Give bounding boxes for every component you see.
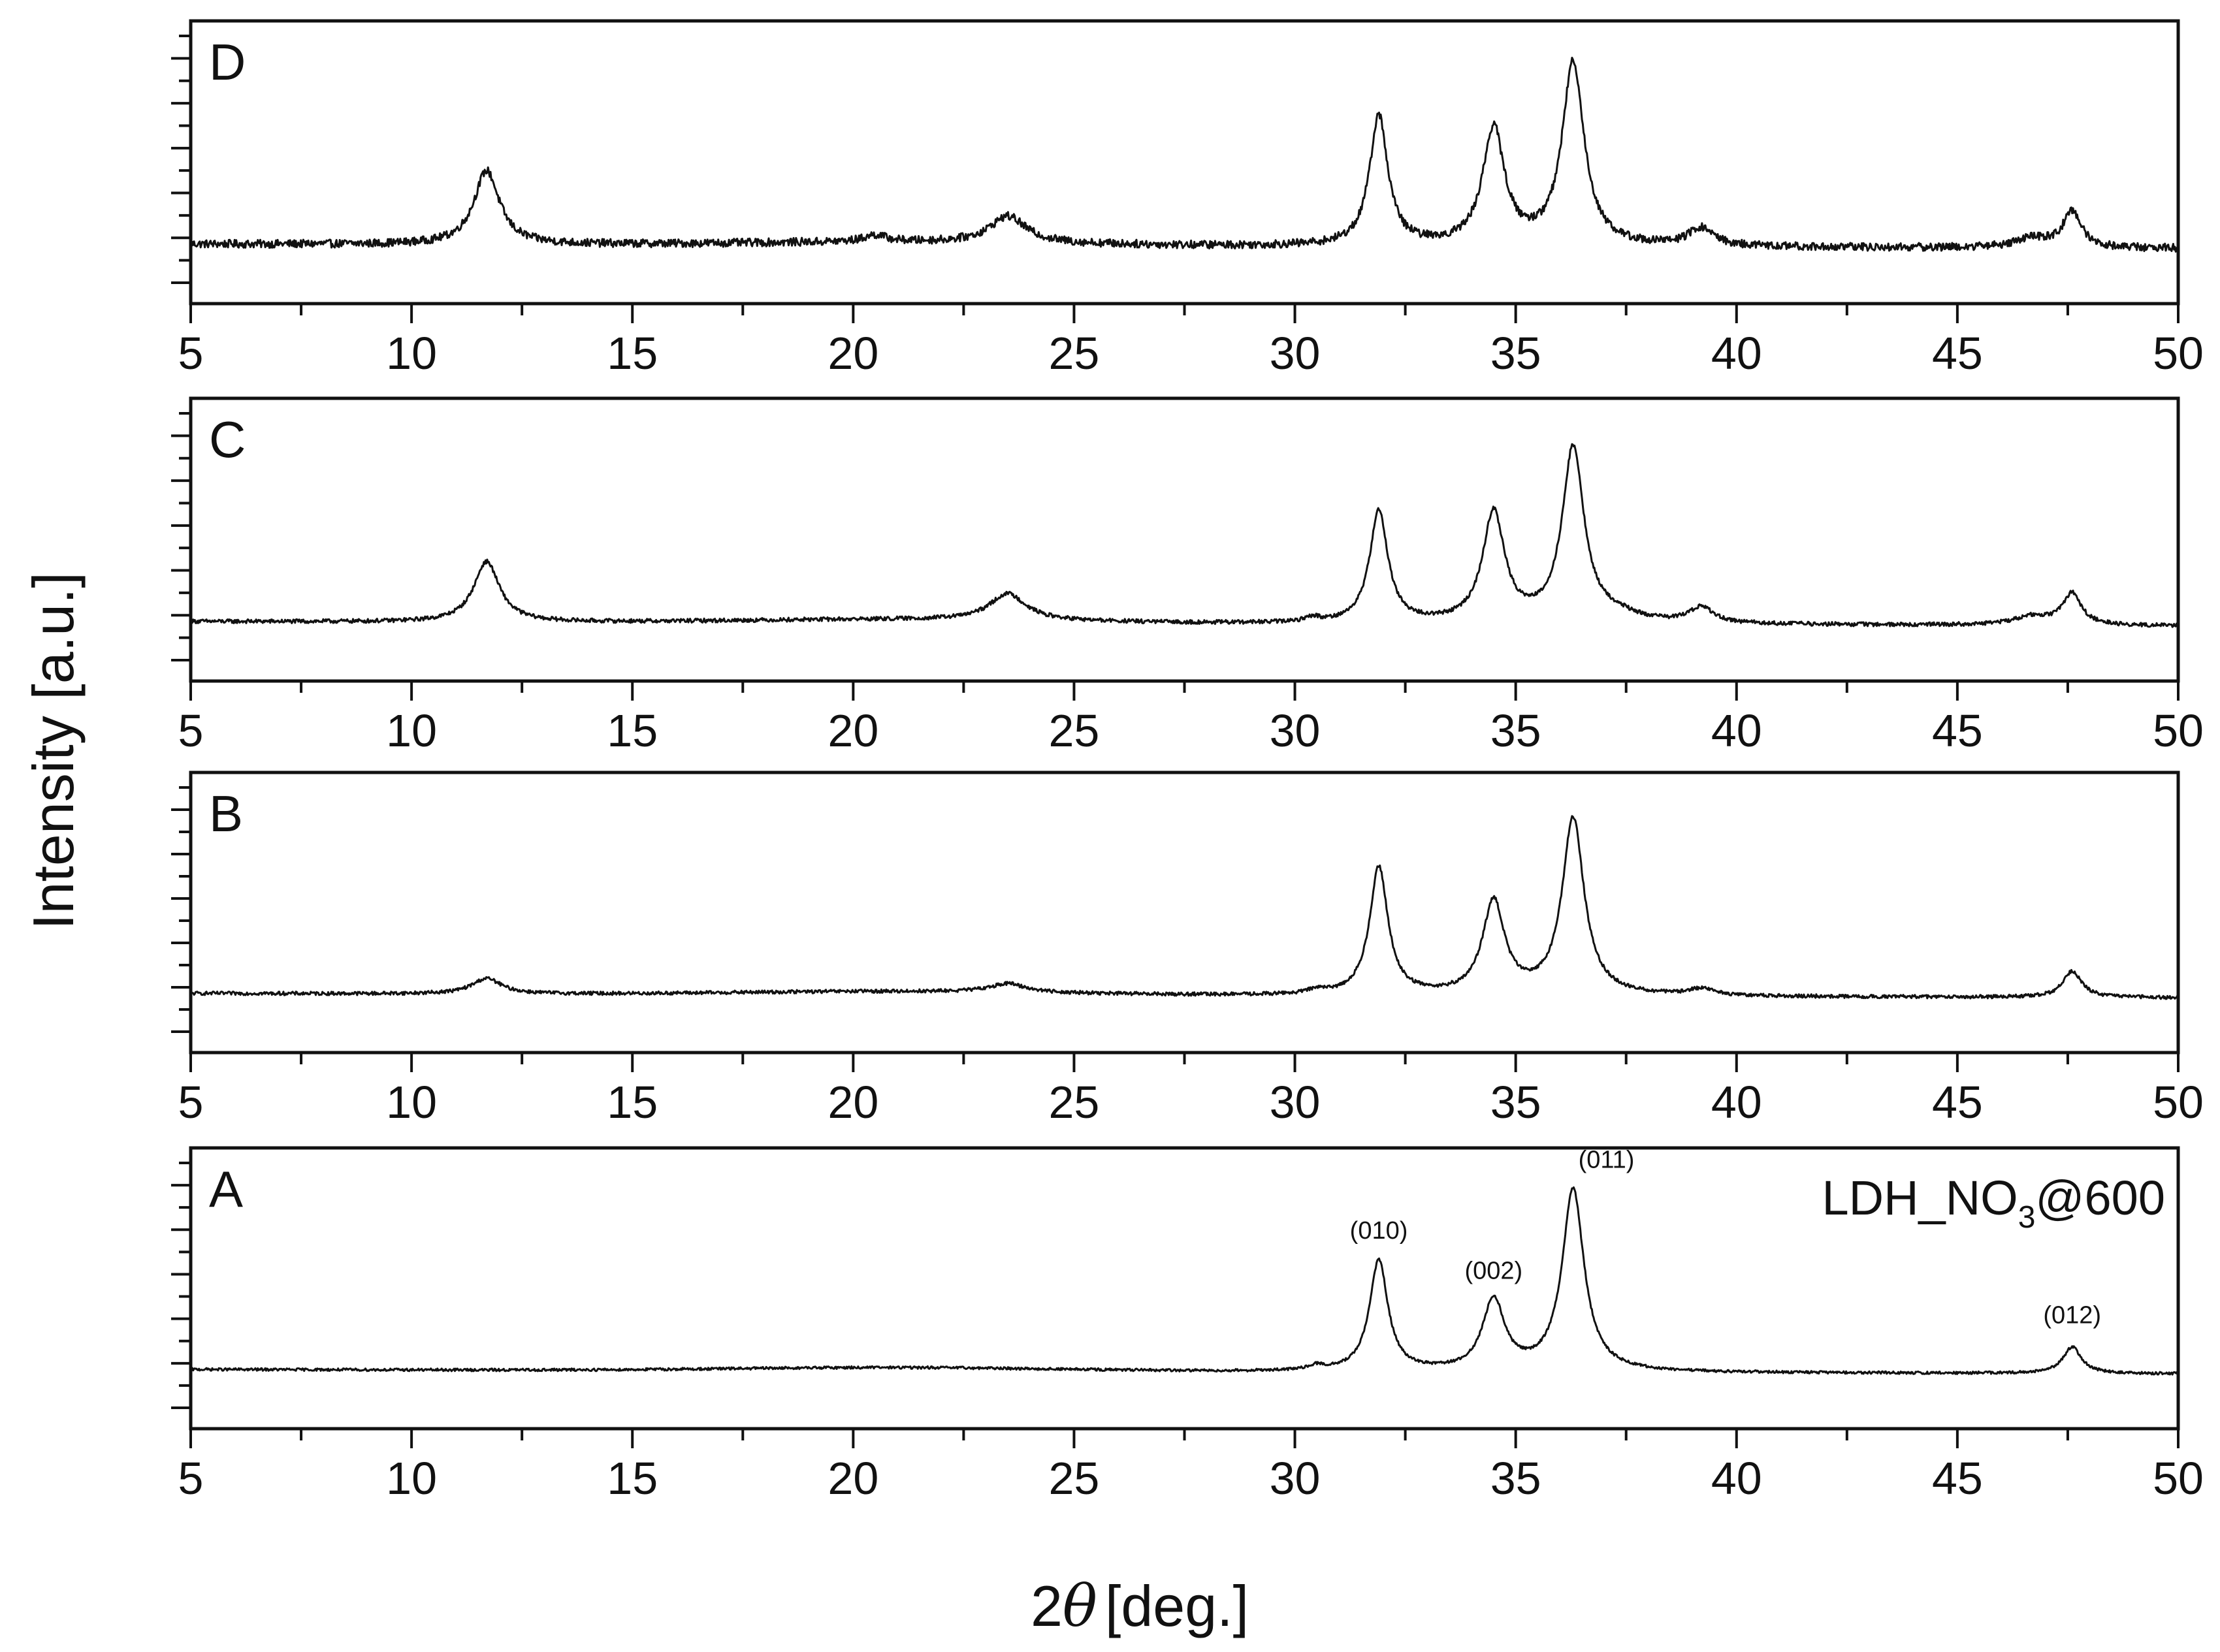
x-tick-label: 40: [1711, 705, 1762, 756]
x-tick-label: 15: [607, 705, 658, 756]
x-tick-label: 5: [178, 705, 204, 756]
x-tick-label: 15: [607, 328, 658, 379]
panel-a: 5 10 15 20 25 30 35 40 45 50 A (010) (002) (011) (012): [171, 1146, 2204, 1504]
x-tick-label: 50: [2153, 328, 2204, 379]
x-tick-label: 5: [178, 1077, 204, 1128]
xrd-trace-d: [189, 56, 2180, 253]
peak-label: (012): [2043, 1301, 2101, 1329]
panel-label: C: [209, 411, 246, 468]
x-tick-label: 45: [1932, 1077, 1983, 1128]
x-tick-label: 25: [1049, 1077, 1100, 1128]
x-axis-label-symbol: θ: [1063, 1572, 1097, 1640]
sample-label-main: LDH_NO: [1822, 1171, 2018, 1225]
x-tick-label: 40: [1711, 328, 1762, 379]
x-tick-label: 20: [828, 328, 878, 379]
x-tick-label: 30: [1270, 1077, 1321, 1128]
y-axis-label: Intensity [a.u.]: [21, 572, 86, 930]
x-tick-label: 20: [828, 705, 878, 756]
x-tick-label: 35: [1490, 705, 1541, 756]
x-tick-label: 30: [1270, 1453, 1321, 1504]
x-tick-label: 5: [178, 328, 204, 379]
peak-label: (010): [1350, 1217, 1408, 1245]
panel-c: 5 10 15 20 25 30 35 40 45 50 C: [171, 396, 2204, 756]
x-axis-label: 2θ [deg.]: [1031, 1572, 1249, 1640]
x-tick-label: 25: [1049, 705, 1100, 756]
x-tick-label: 20: [828, 1077, 878, 1128]
x-tick-label: 50: [2153, 705, 2204, 756]
x-tick-label: 30: [1270, 328, 1321, 379]
sample-label-sub: 3: [2018, 1200, 2036, 1235]
panel-d: 5 10 15 20 25 30 35 40 45 50 D: [171, 19, 2204, 379]
x-tick-label: 35: [1490, 1453, 1541, 1504]
x-tick-label: 5: [178, 1453, 204, 1504]
x-axis-label-unit: [deg.]: [1105, 1574, 1249, 1638]
panel-label: A: [209, 1160, 243, 1218]
x-tick-label: 40: [1711, 1453, 1762, 1504]
x-tick-label: 45: [1932, 328, 1983, 379]
panel-label: D: [209, 33, 246, 91]
panel-label: B: [209, 785, 243, 842]
xrd-trace-c: [189, 443, 2179, 628]
panel-frame: [189, 770, 2180, 1055]
x-tick-label: 35: [1490, 1077, 1541, 1128]
x-tick-label: 50: [2153, 1453, 2204, 1504]
xrd-trace-a: [190, 1186, 2180, 1376]
panel-frame: [189, 396, 2180, 683]
x-tick-label: 15: [607, 1077, 658, 1128]
x-tick-label: 15: [607, 1453, 658, 1504]
x-tick-label: 50: [2153, 1077, 2204, 1128]
peak-label: (011): [1579, 1146, 1635, 1173]
panel-b: 5 10 15 20 25 30 35 40 45 50 B: [171, 770, 2204, 1128]
x-tick-label: 10: [386, 1077, 437, 1128]
x-tick-label: 30: [1270, 705, 1321, 756]
x-tick-label: 35: [1490, 328, 1541, 379]
sample-label-tail: @600: [2035, 1171, 2165, 1225]
x-tick-label: 45: [1932, 1453, 1983, 1504]
sample-label: LDH_NO3@600: [1822, 1171, 2166, 1235]
xrd-trace-b: [190, 815, 2180, 1000]
x-tick-label: 45: [1932, 705, 1983, 756]
x-tick-label: 20: [828, 1453, 878, 1504]
x-tick-label: 25: [1049, 328, 1100, 379]
x-tick-label: 10: [386, 1453, 437, 1504]
x-tick-label: 40: [1711, 1077, 1762, 1128]
x-tick-label: 10: [386, 328, 437, 379]
x-axis-label-prefix: 2: [1031, 1574, 1063, 1638]
peak-label: (002): [1464, 1257, 1522, 1284]
x-tick-label: 10: [386, 705, 437, 756]
panel-frame: [189, 19, 2180, 306]
x-tick-label: 25: [1049, 1453, 1100, 1504]
